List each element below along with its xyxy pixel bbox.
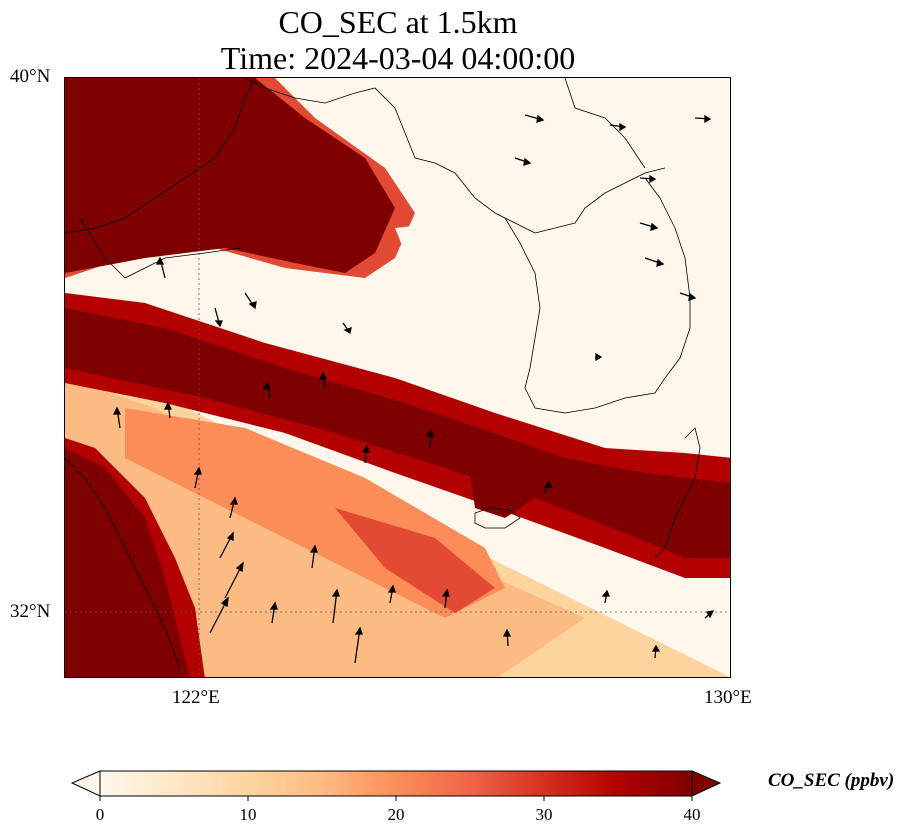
- plume-max-blob: [470, 473, 535, 518]
- coastlines: [65, 78, 701, 669]
- colorbar-tick-40: 40: [683, 805, 701, 824]
- colorbar-extend-min: [70, 770, 101, 797]
- colorbar-tick-20: 20: [387, 805, 405, 824]
- plume-southwest-coast-core: [65, 448, 190, 677]
- colorbar-gradient: [99, 770, 693, 797]
- co-sec-field: [65, 78, 730, 677]
- wind-vectors: [112, 114, 715, 664]
- lon-tick-122e: 122°E: [172, 687, 220, 708]
- plume-mid-high-southwest: [335, 508, 495, 613]
- map-title: CO_SEC at 1.5km: [278, 4, 518, 40]
- colorbar-tick-30: 30: [535, 805, 553, 824]
- colorbar-tick-0: 0: [95, 805, 105, 824]
- gridlines: [65, 78, 730, 677]
- colorbar-extend-max: [691, 770, 722, 797]
- lat-tick-40n: 40°N: [10, 66, 51, 87]
- colorbar-tick-10: 10: [239, 805, 257, 824]
- map-time: Time: 2024-03-04 04:00:00: [220, 40, 576, 76]
- plume-northwest-core: [65, 78, 395, 273]
- colorbar-label: CO_SEC (ppbv): [768, 770, 895, 791]
- lat-tick-32n: 32°N: [10, 601, 51, 622]
- lon-tick-130e: 130°E: [704, 687, 752, 708]
- plume-max-band: [65, 308, 730, 558]
- map-panel: [64, 77, 731, 678]
- clean-area-yellow-sea: [395, 218, 625, 408]
- colorbar-tick-marks: [99, 796, 693, 801]
